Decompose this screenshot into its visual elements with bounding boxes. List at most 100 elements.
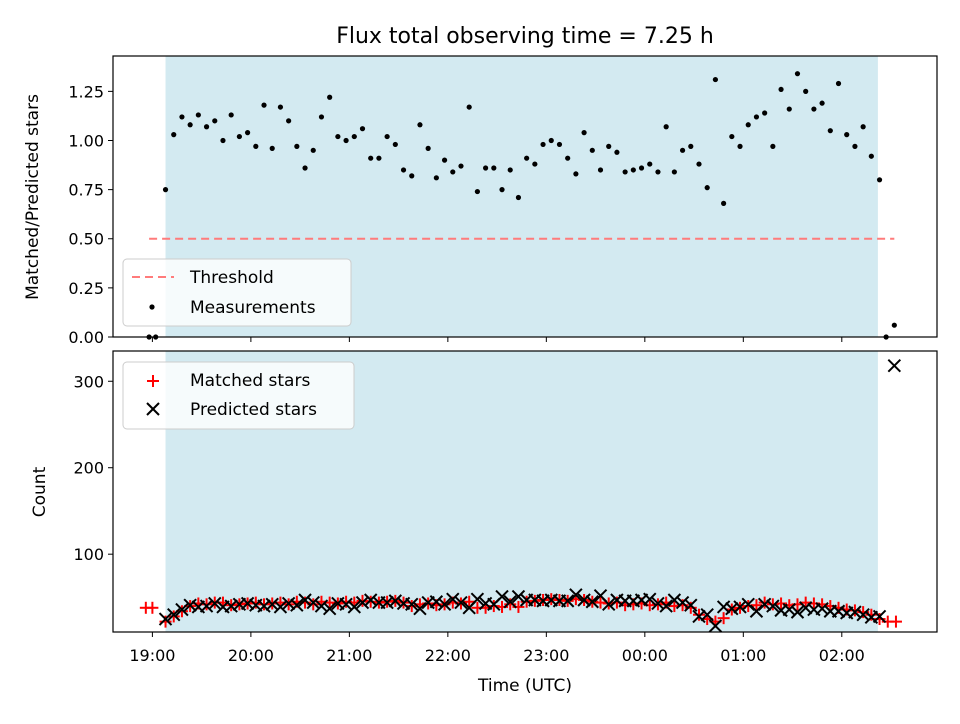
- predicted-star-point: [413, 601, 427, 616]
- predicted-star-point: [503, 595, 517, 609]
- count-ytick-label: 200: [73, 459, 104, 478]
- predicted-star-point: [585, 595, 600, 609]
- predicted-star-point: [183, 598, 197, 612]
- count-xtick-label: 20:00: [228, 646, 274, 665]
- ratio-ytick-label: 0.25: [68, 279, 104, 298]
- predicted-star-point: [782, 602, 796, 617]
- count-xtick-label: 19:00: [129, 646, 175, 665]
- measurement-point: [302, 165, 308, 171]
- predicted-star-point: [766, 599, 780, 613]
- measurement-point: [622, 169, 628, 175]
- count-xtick-label: 21:00: [326, 646, 372, 665]
- predicted-star-point: [240, 596, 255, 611]
- measurement-point: [187, 122, 193, 128]
- legend-threshold-label: Threshold: [189, 268, 274, 288]
- predicted-star-point: [281, 596, 296, 611]
- measurement-point: [507, 167, 513, 173]
- matched-star-point: [405, 600, 418, 613]
- predicted-star-point: [167, 608, 181, 622]
- measurement-point: [162, 187, 169, 193]
- predicted-star-point: [684, 598, 698, 612]
- measurement-point: [384, 133, 390, 140]
- predicted-star-point: [560, 594, 575, 608]
- measurement-point: [212, 118, 218, 124]
- legend-measurements-swatch: [149, 304, 155, 310]
- measurement-point: [409, 173, 415, 179]
- measurement-point: [671, 169, 677, 175]
- predicted-star-point: [708, 619, 723, 633]
- measurement-point: [762, 110, 768, 116]
- measurement-point: [819, 100, 825, 106]
- count-xtick-label: 23:00: [523, 646, 569, 665]
- predicted-star-point: [405, 597, 419, 612]
- predicted-star-point: [322, 601, 337, 616]
- predicted-star-point: [273, 600, 288, 614]
- predicted-star-point: [339, 597, 353, 612]
- legend-matched-label: Matched stars: [190, 371, 310, 391]
- measurement-point: [499, 187, 505, 193]
- legend-predicted-label: Predicted stars: [190, 400, 317, 420]
- measurement-point: [770, 143, 776, 149]
- predicted-star-point: [569, 588, 583, 602]
- predicted-star-point: [454, 595, 468, 610]
- predicted-star-point: [659, 599, 673, 613]
- matched-star-point: [463, 595, 476, 608]
- measurement-point: [359, 126, 366, 132]
- measurement-point: [343, 137, 349, 144]
- predicted-star-point: [798, 601, 813, 615]
- predicted-star-point: [790, 605, 805, 619]
- predicted-star-point: [667, 593, 682, 607]
- measurement-point: [573, 171, 579, 177]
- predicted-star-point: [380, 595, 394, 610]
- measurement-point: [400, 167, 407, 173]
- ratio-legend-box: [122, 258, 352, 327]
- measurement-point: [891, 322, 897, 328]
- ratio-ytick-label: 1.00: [68, 131, 104, 150]
- predicted-star-point: [872, 609, 887, 624]
- measurement-point: [179, 114, 185, 120]
- predicted-star-point: [446, 592, 460, 606]
- count-xtick-label: 22:00: [425, 646, 471, 665]
- predicted-star-point: [651, 596, 665, 611]
- measurement-point: [638, 165, 645, 171]
- matched-star-point: [717, 612, 730, 625]
- ratio-ytick-label: 0.75: [68, 181, 104, 200]
- ratio-legend: Threshold Measurements: [122, 258, 352, 327]
- measurement-point: [310, 147, 316, 153]
- count-legend-box: [122, 361, 355, 430]
- measurement-point: [474, 188, 480, 195]
- predicted-star-point: [158, 612, 173, 626]
- measurement-point: [614, 149, 620, 155]
- measurement-point: [327, 94, 333, 100]
- measurement-point: [581, 130, 587, 136]
- measurement-point: [450, 169, 456, 175]
- measurement-point: [433, 175, 439, 181]
- measurement-point: [712, 76, 719, 83]
- measurement-point: [368, 155, 374, 161]
- predicted-star-point: [265, 597, 279, 612]
- predicted-star-point: [306, 595, 320, 610]
- measurement-point: [220, 137, 226, 144]
- predicted-star-point: [511, 589, 526, 604]
- matched-star-point: [775, 597, 788, 610]
- measurement-point: [532, 161, 538, 167]
- chart-title: Flux total observing time = 7.25 h: [336, 24, 714, 49]
- measurement-point: [524, 155, 530, 161]
- count-panel: 100 200 300 19:00 20:00 21:00 22:00 23:00 00:00…: [30, 350, 938, 696]
- measurement-point: [844, 132, 850, 138]
- measurement-point: [679, 147, 686, 153]
- ratio-ytick-label: 1.25: [68, 82, 104, 101]
- measurement-point: [203, 124, 210, 130]
- measurement-point: [663, 124, 669, 130]
- count-xtick-label: 01:00: [720, 646, 766, 665]
- measurement-point: [696, 161, 702, 167]
- measurement-point: [236, 133, 242, 140]
- ratio-panel: 0.00 0.25 0.50 0.75 1.00 1.25 Matched/Predict…: [23, 55, 938, 347]
- predicted-star-point: [175, 602, 189, 617]
- ratio-panel-ylabel: Matched/Predicted stars: [23, 94, 43, 300]
- predicted-star-point: [692, 609, 706, 624]
- predicted-star-point: [355, 595, 370, 610]
- measurement-point: [261, 102, 267, 108]
- measurement-point: [441, 157, 448, 163]
